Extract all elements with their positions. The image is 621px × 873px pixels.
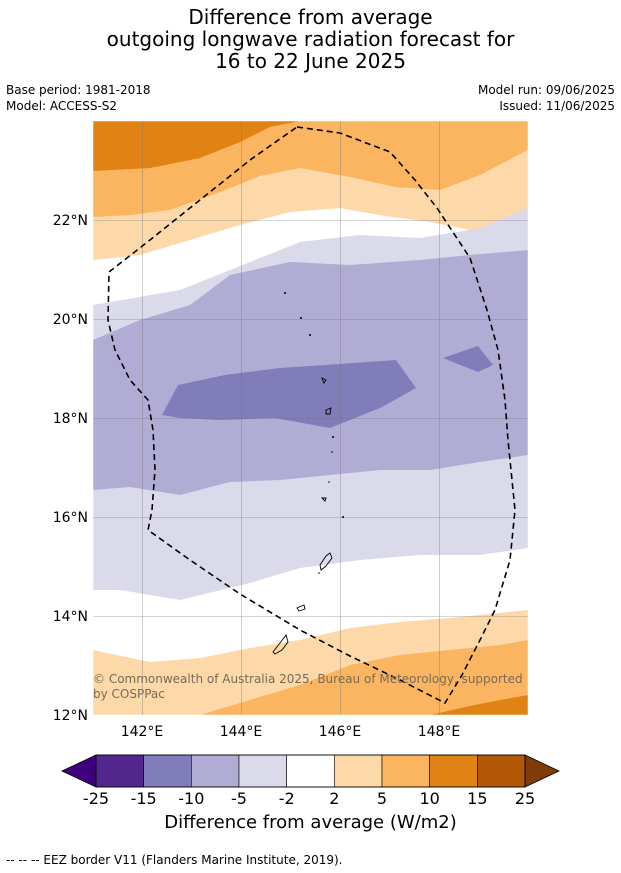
colorbar-tick-label: 15 bbox=[467, 789, 487, 808]
lon-label: 146°E bbox=[319, 724, 362, 740]
colorbar-tick-label: -5 bbox=[231, 789, 247, 808]
eez-border bbox=[107, 126, 516, 705]
issued-date: Issued: 11/06/2025 bbox=[499, 99, 615, 113]
island-rota bbox=[296, 604, 306, 612]
model-run: Model run: 09/06/2025 bbox=[477, 83, 615, 97]
meta-right: Model run: 09/06/2025 Issued: 11/06/2025 bbox=[478, 82, 615, 114]
islands bbox=[272, 377, 333, 655]
title-line-2: outgoing longwave radiation forecast for bbox=[106, 27, 515, 51]
lon-label: 144°E bbox=[220, 724, 263, 740]
colorbar-title: Difference from average (W/m2) bbox=[164, 812, 457, 833]
colorbar: -25 -15 -10 -5 -2 2 5 10 15 25 bbox=[61, 754, 560, 808]
axis-labels: 22°N 20°N 18°N 16°N 14°N 12°N 142°E 144°… bbox=[53, 213, 461, 740]
island-saipan bbox=[319, 552, 333, 571]
colorbar-tick-label: 25 bbox=[515, 789, 535, 808]
colorbar-segment bbox=[334, 754, 383, 788]
band-neg-10-15-main bbox=[162, 360, 416, 428]
colorbar-tick-label: -25 bbox=[83, 789, 109, 808]
copyright-notice: © Commonwealth of Australia 2025, Bureau… bbox=[93, 672, 523, 701]
colorbar-tick-label: 10 bbox=[419, 789, 439, 808]
colorbar-arrow-right bbox=[524, 754, 560, 788]
lat-label: 20°N bbox=[53, 312, 88, 328]
island-agrihan bbox=[321, 377, 327, 384]
island-pagan bbox=[325, 407, 332, 415]
colorbar-tick-label: -15 bbox=[131, 789, 157, 808]
colorbar-segment bbox=[429, 754, 478, 788]
lat-label: 22°N bbox=[53, 213, 88, 229]
colorbar-tick-label: 2 bbox=[329, 789, 339, 808]
colorbar-tick-label: 5 bbox=[377, 789, 387, 808]
colorbar-arrow-left bbox=[61, 754, 97, 788]
band-pos-15-10-top bbox=[93, 121, 300, 171]
colorbar-segment bbox=[286, 754, 335, 788]
map-title: Difference from average outgoing longwav… bbox=[0, 6, 621, 72]
gridlines bbox=[93, 121, 528, 715]
band-pos-15-10-bottom bbox=[430, 695, 528, 715]
colorbar-segment bbox=[95, 754, 144, 788]
lat-label: 16°N bbox=[53, 510, 88, 526]
colorbar-tick-label: -2 bbox=[279, 789, 295, 808]
small-islands bbox=[284, 292, 344, 574]
lat-label: 14°N bbox=[53, 609, 88, 625]
lat-label: 12°N bbox=[53, 708, 88, 724]
lon-label: 142°E bbox=[121, 724, 164, 740]
colorbar-segment bbox=[191, 754, 240, 788]
colorbar-tick-label: -10 bbox=[178, 789, 204, 808]
island-anatahan bbox=[320, 497, 327, 502]
colorbar-segment bbox=[143, 754, 192, 788]
band-pos-10-5-bottom bbox=[200, 640, 528, 715]
colorbar-segment bbox=[238, 754, 287, 788]
map-frame bbox=[92, 120, 529, 716]
colorbar-segment bbox=[477, 754, 526, 788]
lon-label: 148°E bbox=[418, 724, 461, 740]
title-line-1: Difference from average bbox=[188, 5, 433, 29]
title-line-3: 16 to 22 June 2025 bbox=[215, 49, 406, 73]
lat-label: 18°N bbox=[53, 411, 88, 427]
model-name: Model: ACCESS-S2 bbox=[6, 99, 118, 113]
meta-left: Base period: 1981-2018 Model: ACCESS-S2 bbox=[6, 82, 151, 114]
island-guam bbox=[272, 634, 289, 655]
eez-legend: -- -- -- EEZ border V11 (Flanders Marine… bbox=[6, 853, 343, 867]
colorbar-segment bbox=[381, 754, 430, 788]
olr-contour-field bbox=[93, 121, 528, 715]
band-neg-10-15-east bbox=[443, 346, 493, 372]
base-period: Base period: 1981-2018 bbox=[6, 83, 151, 97]
